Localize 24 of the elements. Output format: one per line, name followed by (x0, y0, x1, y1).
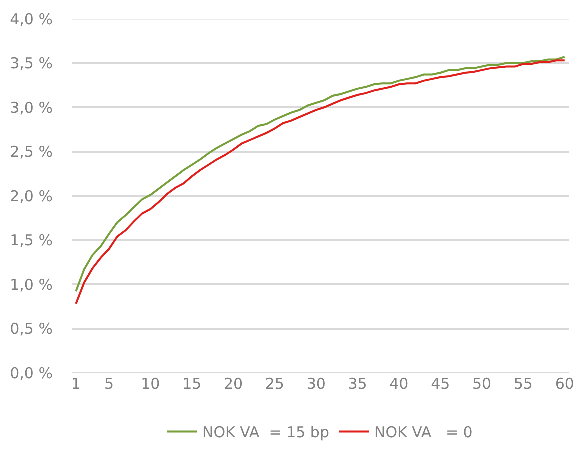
y-tick-label: 4,0 % (10, 10, 53, 28)
y-tick-label: 3,5 % (10, 54, 53, 72)
x-tick-label: 50 (472, 375, 492, 393)
x-tick-label: 30 (306, 375, 326, 393)
x-tick-label: 1 (71, 375, 81, 393)
x-tick-label: 25 (265, 375, 284, 393)
legend-label: NOK VA = 15 bp (202, 424, 330, 442)
legend-label: NOK VA = 0 (374, 424, 473, 442)
y-tick-label: 1,0 % (10, 276, 53, 294)
x-tick-label: 35 (348, 375, 368, 393)
y-tick-label: 2,5 % (10, 143, 53, 161)
y-tick-label: 2,0 % (10, 187, 53, 206)
x-tick-label: 45 (431, 375, 450, 393)
y-tick-label: 1,5 % (10, 232, 53, 250)
x-tick-label: 15 (182, 375, 202, 393)
y-tick-label: 3,0 % (10, 98, 53, 117)
x-tick-label: 60 (555, 375, 574, 393)
x-tick-label: 10 (141, 375, 160, 393)
y-tick-label: 0,5 % (10, 320, 53, 338)
x-tick-label: 40 (390, 375, 409, 393)
y-tick-label: 0,0 % (10, 364, 53, 382)
x-tick-label: 20 (224, 375, 244, 393)
x-tick-label: 5 (104, 375, 114, 393)
x-tick-label: 55 (514, 375, 533, 393)
